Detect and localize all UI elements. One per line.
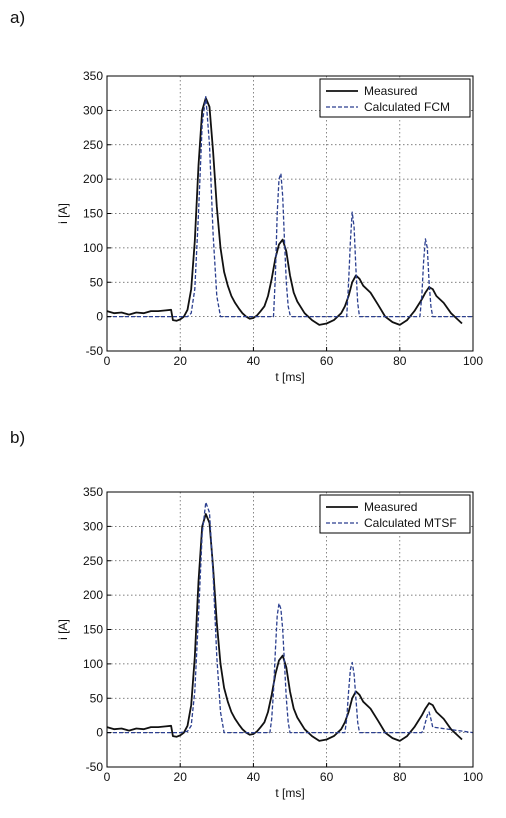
- y-axis-label: i [A]: [56, 619, 70, 640]
- y-tick-label: -50: [86, 344, 104, 358]
- y-tick-label: 100: [83, 241, 103, 255]
- legend-label: Measured: [364, 84, 417, 98]
- panel-b-label: b): [10, 428, 26, 447]
- x-tick-label: 80: [393, 770, 407, 784]
- legend: Measured Calculated FCM: [319, 78, 471, 118]
- x-tick-label: 20: [174, 770, 188, 784]
- y-tick-label: 250: [83, 554, 103, 568]
- x-tick-label: 60: [320, 770, 334, 784]
- y-tick-label: 350: [83, 485, 103, 499]
- x-tick-label: 40: [247, 354, 261, 368]
- calculated-series-line: [107, 501, 474, 734]
- x-tick-label: 20: [174, 354, 188, 368]
- x-tick-label: 40: [247, 770, 261, 784]
- y-tick-label: 0: [96, 310, 103, 324]
- y-tick-label: 300: [83, 103, 103, 117]
- legend: Measured Calculated MTSF: [319, 494, 471, 534]
- y-tick-label: -50: [86, 760, 104, 774]
- legend-box: [319, 78, 471, 118]
- panel-a-label: a): [10, 8, 26, 27]
- y-tick-label: 50: [90, 691, 104, 705]
- y-tick-label: 150: [83, 623, 103, 637]
- calculated-series-line: [107, 95, 473, 318]
- legend-box: [319, 494, 471, 534]
- legend-label: Measured: [364, 500, 417, 514]
- x-axis-label: t [ms]: [275, 370, 304, 384]
- x-tick-label: 60: [320, 354, 334, 368]
- measured-series-line: [106, 513, 463, 742]
- y-axis-label: i [A]: [56, 203, 70, 224]
- y-tick-label: 100: [83, 657, 103, 671]
- y-tick-label: 300: [83, 519, 103, 533]
- x-tick-label: 100: [463, 354, 483, 368]
- x-tick-label: 80: [393, 354, 407, 368]
- legend-label: Calculated FCM: [364, 100, 450, 114]
- measured-series-line: [106, 97, 463, 326]
- x-tick-label: 0: [104, 354, 111, 368]
- x-tick-label: 100: [463, 770, 483, 784]
- y-tick-label: 0: [96, 726, 103, 740]
- y-tick-label: 50: [90, 275, 104, 289]
- legend-label: Calculated MTSF: [364, 516, 457, 530]
- y-tick-label: 200: [83, 588, 103, 602]
- y-tick-label: 350: [83, 69, 103, 83]
- y-tick-label: 200: [83, 172, 103, 186]
- y-tick-label: 150: [83, 207, 103, 221]
- x-axis-label: t [ms]: [275, 786, 304, 800]
- x-tick-label: 0: [104, 770, 111, 784]
- y-tick-label: 250: [83, 138, 103, 152]
